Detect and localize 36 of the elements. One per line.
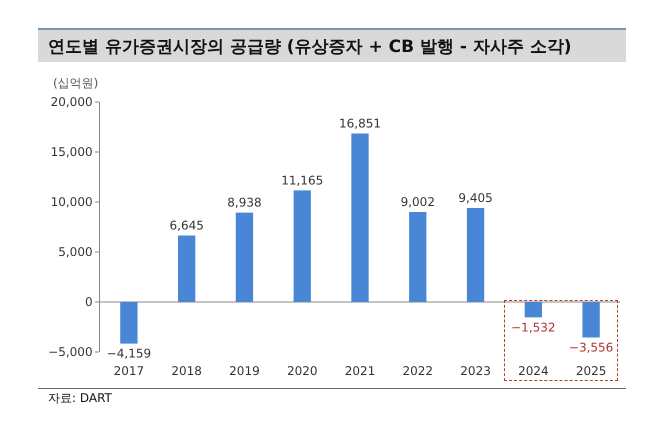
text: 자료: DART [48,390,112,407]
x-tick-label: 2017 [114,364,144,378]
bar [582,302,600,338]
chart-title: 연도별 유가증권시장의 공급량 (유상증자 + CB 발행 - 자사주 소각) [38,28,626,62]
x-tick-label: 2021 [344,364,376,378]
x-tick-label: 2020 [286,364,318,378]
data-label: 8,938 [227,196,262,210]
data-label: 9,405 [458,190,493,205]
data-label: 6,645 [169,218,204,233]
x-tick-label: 2022 [402,364,434,378]
data-label: 11,165 [281,173,324,188]
x-tick-label: 2025 [576,364,606,378]
y-tick-label: −5,000 [48,345,93,360]
data-label: 16,851 [339,116,381,130]
y-tick-label: 5,000 [58,245,93,260]
data-label: −4,159 [106,346,152,361]
bar [466,208,484,302]
data-label: 9,002 [400,194,435,209]
bar [294,190,311,302]
y-tick-label: 20,000 [50,95,93,110]
y-tick-label: 10,000 [50,195,93,210]
x-tick-label: 2024 [518,364,549,378]
bar [524,302,542,318]
x-tick-label: 2019 [229,364,260,378]
x-tick-label: 2023 [460,364,491,378]
bar [409,212,426,302]
y-axis-title: (십억원) [53,76,98,90]
bar [351,133,369,302]
y-tick-label: 15,000 [50,145,93,160]
x-tick-label: 2018 [171,364,202,378]
bar [236,212,254,302]
y-tick-label: 0 [84,295,93,310]
bar [120,302,138,344]
data-label: −1,532 [511,320,556,334]
bar [178,236,196,302]
data-label: −3,556 [568,340,614,355]
